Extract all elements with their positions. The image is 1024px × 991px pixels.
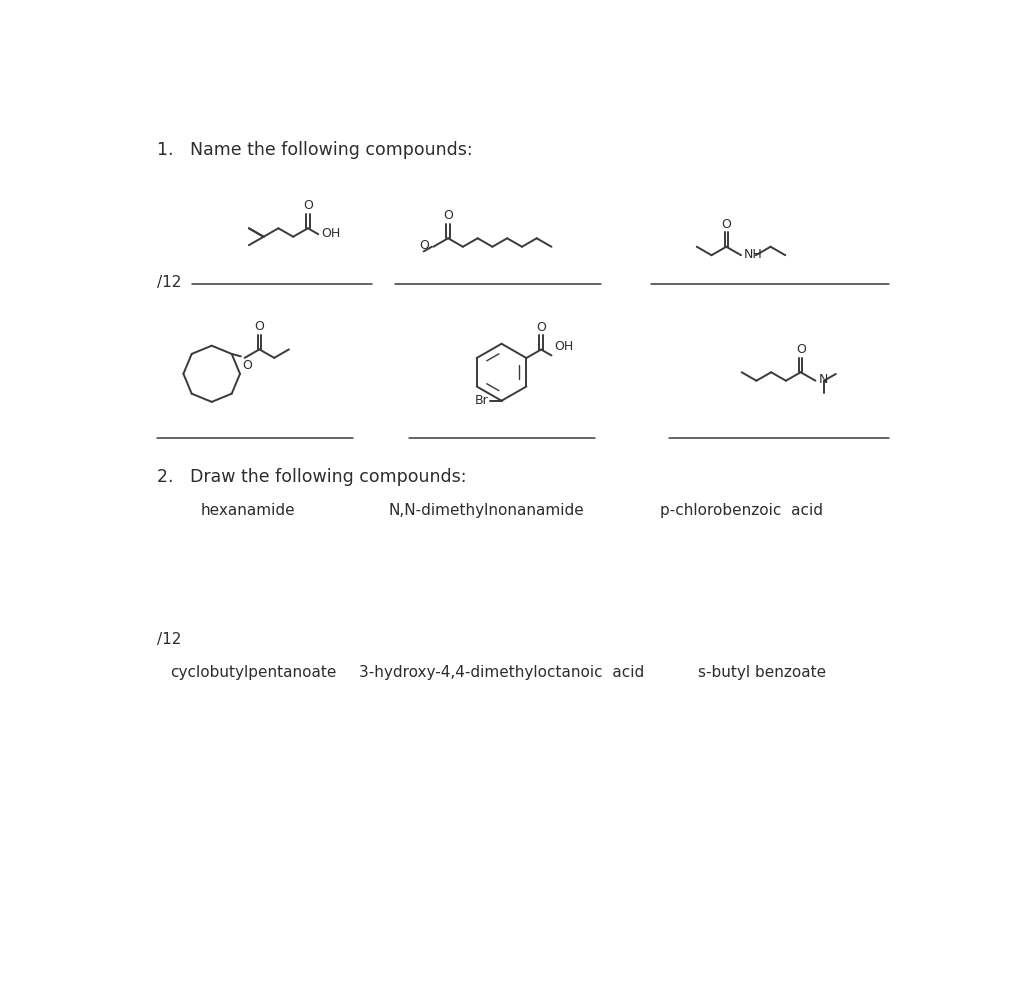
Text: /12: /12 (158, 631, 182, 647)
Text: O: O (721, 218, 731, 231)
Text: O: O (443, 209, 453, 222)
Text: O: O (796, 343, 806, 357)
Text: N: N (818, 374, 828, 386)
Text: OH: OH (322, 227, 341, 240)
Text: s-butyl benzoate: s-butyl benzoate (698, 665, 826, 680)
Text: N,N-dimethylnonanamide: N,N-dimethylnonanamide (388, 503, 584, 518)
Text: p-chlorobenzoic  acid: p-chlorobenzoic acid (660, 503, 823, 518)
Text: cyclobutylpentanoate: cyclobutylpentanoate (170, 665, 337, 680)
Text: /12: /12 (158, 275, 182, 290)
Text: O: O (420, 240, 429, 253)
Text: 1.   Name the following compounds:: 1. Name the following compounds: (158, 142, 473, 160)
Text: O: O (254, 320, 264, 333)
Text: 2.   Draw the following compounds:: 2. Draw the following compounds: (158, 468, 467, 486)
Text: O: O (243, 359, 252, 372)
Text: OH: OH (554, 340, 573, 353)
Text: 3-hydroxy-4,4-dimethyloctanoic  acid: 3-hydroxy-4,4-dimethyloctanoic acid (359, 665, 644, 680)
Text: hexanamide: hexanamide (201, 503, 296, 518)
Text: NH: NH (744, 248, 763, 261)
Text: O: O (303, 199, 313, 212)
Text: Br: Br (474, 394, 488, 407)
Text: O: O (537, 321, 546, 334)
